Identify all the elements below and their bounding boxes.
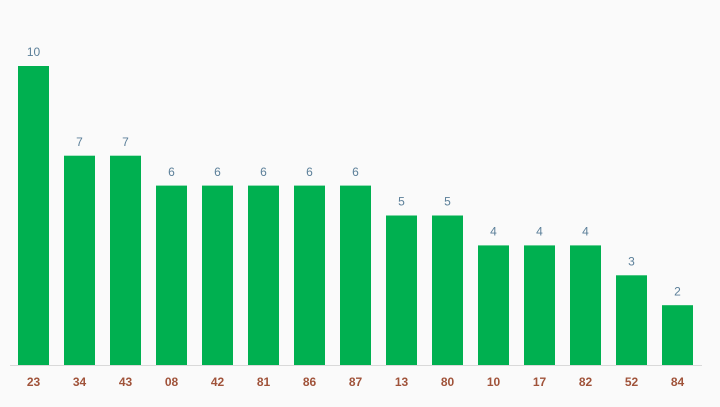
x-tick-label: 43 (119, 375, 133, 389)
value-label: 5 (398, 195, 405, 209)
value-label: 4 (582, 225, 589, 239)
value-label: 4 (536, 225, 543, 239)
x-tick-label: 23 (27, 375, 41, 389)
value-label: 4 (490, 225, 497, 239)
bar (156, 185, 187, 365)
bar (340, 185, 371, 365)
x-tick-label: 17 (533, 375, 547, 389)
x-tick-label: 86 (303, 375, 317, 389)
x-tick-label: 82 (579, 375, 593, 389)
value-label: 7 (76, 135, 83, 149)
bar (478, 245, 509, 365)
x-tick-label: 13 (395, 375, 409, 389)
bar (616, 275, 647, 365)
bar (64, 155, 95, 365)
value-label: 6 (214, 165, 221, 179)
value-label: 2 (674, 284, 681, 298)
value-label: 3 (628, 254, 635, 268)
bar (248, 185, 279, 365)
value-label: 7 (122, 135, 129, 149)
bar (110, 155, 141, 365)
value-label: 6 (306, 165, 313, 179)
bar (18, 66, 49, 365)
x-tick-label: 80 (441, 375, 455, 389)
x-tick-label: 42 (211, 375, 225, 389)
value-label: 6 (352, 165, 359, 179)
bar (524, 245, 555, 365)
value-label: 5 (444, 195, 451, 209)
bar (386, 215, 417, 365)
x-tick-label: 87 (349, 375, 363, 389)
x-tick-label: 08 (165, 375, 179, 389)
value-label: 10 (27, 45, 41, 59)
x-tick-label: 10 (487, 375, 501, 389)
bar (432, 215, 463, 365)
bar (202, 185, 233, 365)
value-label: 6 (260, 165, 267, 179)
x-tick-label: 81 (257, 375, 271, 389)
x-tick-label: 84 (671, 375, 685, 389)
bar (662, 305, 693, 365)
value-label: 6 (168, 165, 175, 179)
x-tick-label: 34 (73, 375, 87, 389)
bar (294, 185, 325, 365)
x-tick-label: 52 (625, 375, 639, 389)
bar (570, 245, 601, 365)
